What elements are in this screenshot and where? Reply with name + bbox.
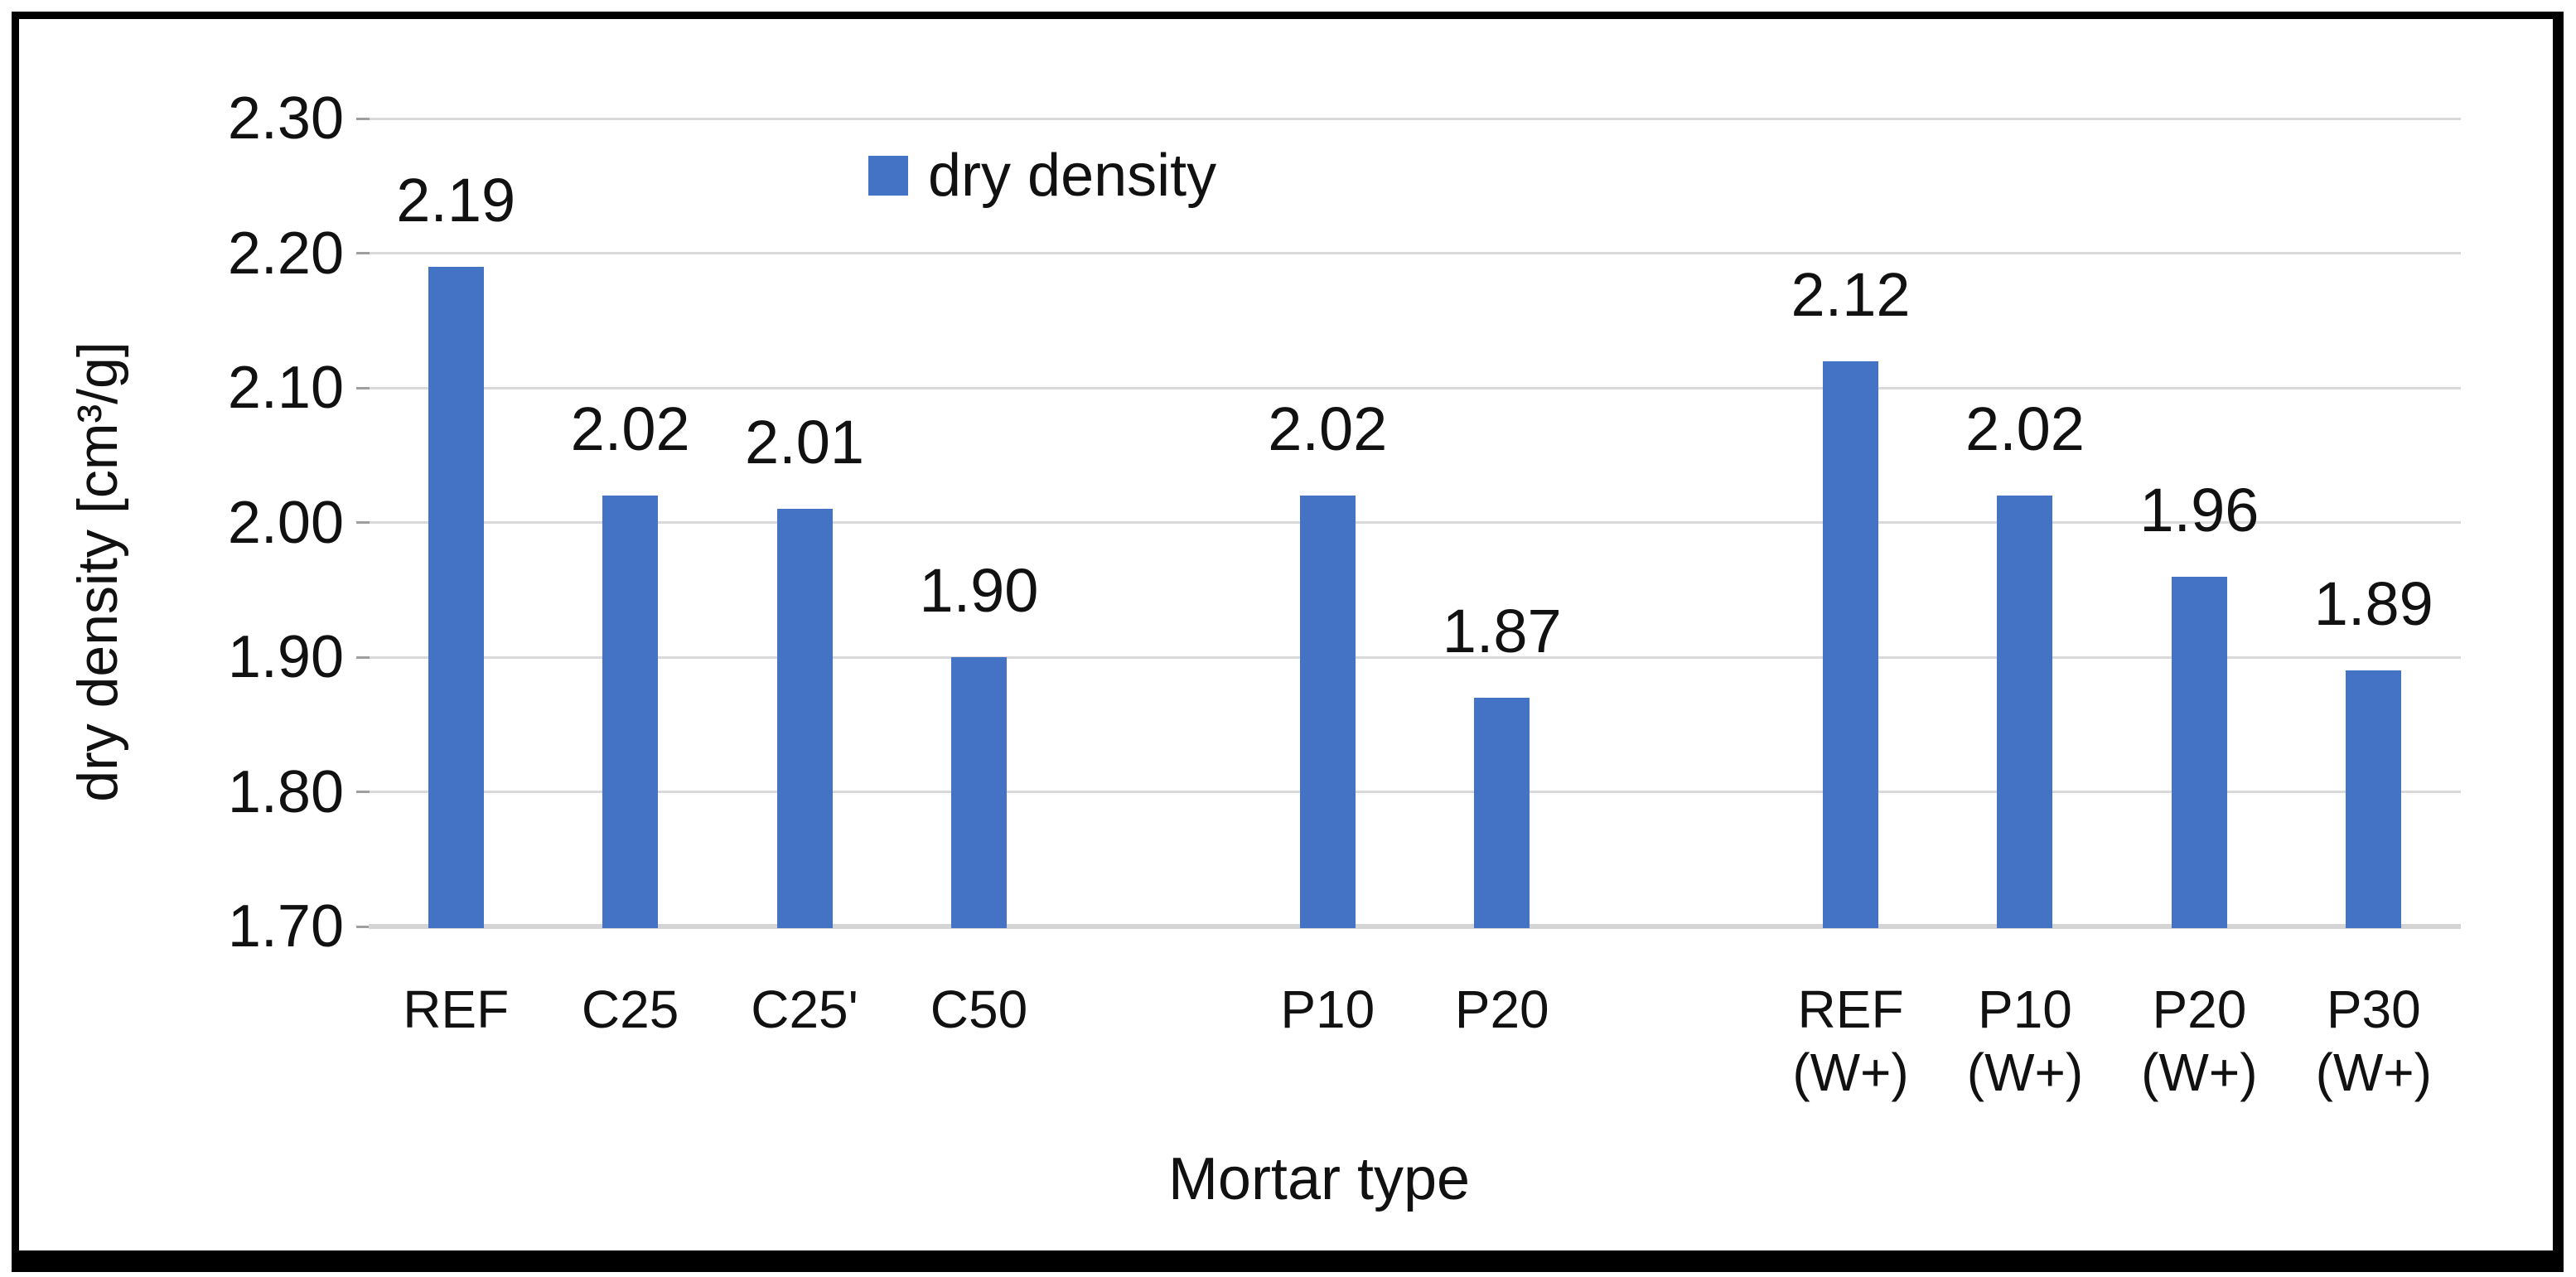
y-axis-tick bbox=[356, 117, 370, 120]
bar bbox=[1474, 697, 1530, 928]
category-label-line2: (W+) bbox=[1966, 1042, 2084, 1102]
bar-value-label: 2.12 bbox=[1791, 259, 1911, 329]
category-label: C25' bbox=[689, 978, 921, 1041]
bar-value-label: 1.87 bbox=[1442, 596, 1562, 665]
category-label-line1: C50 bbox=[930, 980, 1028, 1039]
y-axis-tick bbox=[356, 252, 370, 254]
y-tick-label: 1.70 bbox=[227, 893, 344, 960]
category-label-line1: P20 bbox=[1454, 980, 1549, 1039]
bar-value-label: 1.96 bbox=[2139, 475, 2259, 544]
bar bbox=[1823, 360, 1879, 928]
y-gridline bbox=[369, 252, 2461, 254]
category-label: REF bbox=[340, 978, 572, 1041]
category-label-line1: P10 bbox=[1280, 980, 1375, 1039]
bar bbox=[2346, 670, 2402, 928]
x-axis-title: Mortar type bbox=[1167, 1146, 1471, 1212]
bar-value-label: 2.01 bbox=[745, 408, 865, 477]
category-label-line1: C25' bbox=[751, 980, 858, 1039]
category-label-line1: P20 bbox=[2152, 980, 2247, 1039]
category-label-line2: (W+) bbox=[2315, 1042, 2432, 1102]
legend: dry density bbox=[868, 143, 1217, 209]
y-gridline bbox=[369, 521, 2461, 524]
category-label: P10 bbox=[1211, 978, 1443, 1041]
bar bbox=[950, 657, 1007, 928]
category-label-line1: P30 bbox=[2326, 980, 2421, 1039]
y-gridline bbox=[369, 655, 2461, 659]
bar-value-label: 1.90 bbox=[919, 556, 1039, 625]
bar bbox=[1997, 496, 2053, 928]
category-label: P20 bbox=[1386, 978, 1618, 1041]
y-tick-label: 2.20 bbox=[227, 220, 344, 287]
category-label-line1: C25 bbox=[581, 980, 679, 1039]
bar-value-label: 2.02 bbox=[1268, 394, 1388, 463]
y-tick-label: 1.90 bbox=[227, 624, 344, 690]
category-label: P10 (W+) bbox=[1909, 978, 2141, 1104]
bar-value-label: 2.02 bbox=[1965, 394, 2085, 463]
y-gridline bbox=[369, 386, 2461, 389]
category-label: P20 (W+) bbox=[2083, 978, 2315, 1104]
y-axis-tick bbox=[356, 655, 370, 659]
x-axis-line bbox=[369, 924, 2461, 929]
y-tick-label: 1.80 bbox=[227, 758, 344, 825]
bar-value-label: 2.19 bbox=[396, 165, 516, 235]
legend-label: dry density bbox=[928, 143, 1217, 209]
y-gridline bbox=[369, 791, 2461, 793]
bar-value-label: 2.02 bbox=[570, 394, 690, 463]
bar bbox=[776, 509, 833, 928]
category-label: C50 bbox=[863, 978, 1095, 1041]
category-label-line2: (W+) bbox=[1792, 1042, 1909, 1102]
category-label-line1: REF bbox=[403, 980, 510, 1039]
category-label-line2: (W+) bbox=[2141, 1042, 2258, 1102]
y-tick-label: 2.00 bbox=[227, 489, 344, 556]
category-label: C25 bbox=[515, 978, 747, 1041]
bar bbox=[428, 266, 484, 928]
category-label-line1: REF bbox=[1797, 980, 1904, 1039]
category-label: REF (W+) bbox=[1735, 978, 1967, 1104]
category-label: P30 (W+) bbox=[2258, 978, 2490, 1104]
y-gridline bbox=[369, 117, 2461, 120]
y-axis-tick bbox=[356, 925, 370, 928]
bar bbox=[602, 496, 659, 928]
y-tick-label: 2.30 bbox=[227, 85, 344, 152]
bar bbox=[2171, 576, 2227, 928]
y-axis-tick bbox=[356, 521, 370, 524]
bar-value-label: 1.89 bbox=[2313, 569, 2433, 639]
legend-swatch-icon bbox=[868, 156, 908, 196]
y-axis-title: dry density [cm³/g] bbox=[66, 341, 129, 802]
bar bbox=[1299, 496, 1356, 928]
y-axis-tick bbox=[356, 386, 370, 389]
y-tick-label: 2.10 bbox=[227, 355, 344, 421]
y-axis-tick bbox=[356, 791, 370, 793]
category-label-line1: P10 bbox=[1978, 980, 2072, 1039]
